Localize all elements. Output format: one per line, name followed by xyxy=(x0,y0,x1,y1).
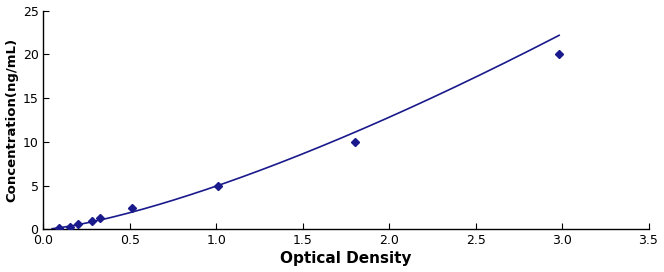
Y-axis label: Concentration(ng/mL): Concentration(ng/mL) xyxy=(5,38,19,202)
X-axis label: Optical Density: Optical Density xyxy=(280,251,412,267)
